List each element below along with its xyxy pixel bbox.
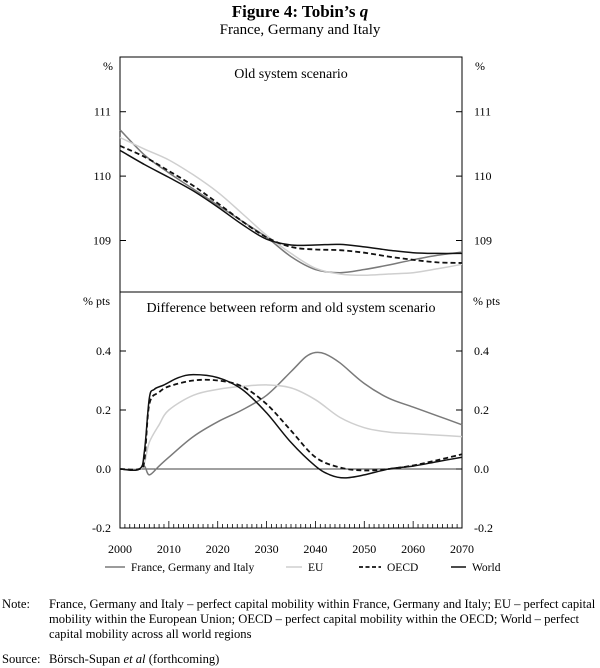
bottom-left-unit-label: % pts	[83, 294, 110, 308]
x-tick-label-2030: 2030	[255, 542, 279, 556]
x-tick-label-2000: 2000	[108, 542, 132, 556]
top-panel: Old system scenario % % 109 109 110 110 111 1…	[93, 56, 492, 293]
source: Source: Börsch-Supan et al (forthcoming)	[2, 652, 219, 667]
y-tick-label-left: -0.2	[92, 521, 111, 535]
series-line-bottom-world	[119, 373, 463, 479]
top-panel-title: Old system scenario	[234, 67, 348, 82]
bottom-panel-title: Difference between reform and old system…	[147, 301, 436, 316]
series-line-top-world	[119, 149, 463, 255]
y-tick-label-right: 0.0	[474, 462, 489, 476]
note: Note: France, Germany and Italy – perfec…	[2, 597, 598, 642]
y-tick-label-right: 110	[474, 169, 492, 183]
y-tick-label-left: 109	[93, 233, 111, 247]
y-tick-label-left: 0.4	[96, 344, 111, 358]
y-tick-label-right: 0.2	[474, 403, 489, 417]
y-tick-label-left: 0.0	[96, 462, 111, 476]
x-tick-label-2040: 2040	[303, 542, 327, 556]
y-tick-label-left: 0.2	[96, 403, 111, 417]
note-text: France, Germany and Italy – perfect capi…	[49, 597, 596, 641]
series-line-bottom-eu	[119, 384, 463, 471]
legend-label-eu: EU	[308, 562, 324, 574]
legend: France, Germany and Italy EU OECD World	[105, 562, 501, 574]
y-tick-label-right: -0.2	[474, 521, 493, 535]
top-left-unit-label: %	[103, 59, 113, 73]
figure-subtitle: France, Germany and Italy	[219, 22, 381, 38]
x-tick-label-2070: 2070	[450, 542, 474, 556]
x-tick-label-2050: 2050	[352, 542, 376, 556]
source-etal: et al	[123, 652, 146, 666]
bottom-right-unit-label: % pts	[473, 294, 500, 308]
chart-area: Old system scenario % % 109 109 110 110 111 1…	[83, 56, 501, 574]
series-line-top-france-germany-and-italy	[119, 129, 463, 274]
top-right-unit-label: %	[475, 59, 485, 73]
legend-label-oecd: OECD	[387, 562, 418, 574]
source-authors: Börsch-Supan	[49, 652, 124, 666]
y-tick-label-right: 111	[474, 105, 491, 119]
source-label: Source:	[2, 652, 41, 666]
y-tick-label-left: 111	[94, 105, 111, 119]
x-tick-label-2010: 2010	[157, 542, 181, 556]
series-line-bottom-france-germany-and-italy	[119, 351, 463, 476]
series-line-top-eu	[119, 136, 463, 277]
x-tick-label-2020: 2020	[206, 542, 230, 556]
source-rest: (forthcoming)	[145, 652, 220, 666]
y-tick-label-right: 109	[474, 233, 492, 247]
bottom-panel-frame	[119, 291, 463, 529]
bottom-panel: Difference between reform and old system…	[83, 291, 500, 556]
series-line-bottom-oecd	[119, 378, 463, 472]
y-tick-label-left: 110	[93, 169, 111, 183]
figure-title: Figure 4: Tobin’s q	[0, 2, 600, 22]
figure-title-variable: q	[359, 2, 369, 21]
y-tick-label-right: 0.4	[474, 344, 489, 358]
legend-label-world: World	[472, 562, 501, 574]
x-tick-label-2060: 2060	[401, 542, 425, 556]
figure-title-prefix: Figure 4: Tobin’s	[231, 2, 360, 21]
note-label: Note:	[2, 597, 30, 611]
legend-label-france-germany-and-italy: France, Germany and Italy	[131, 562, 255, 574]
series-line-top-oecd	[119, 144, 463, 264]
